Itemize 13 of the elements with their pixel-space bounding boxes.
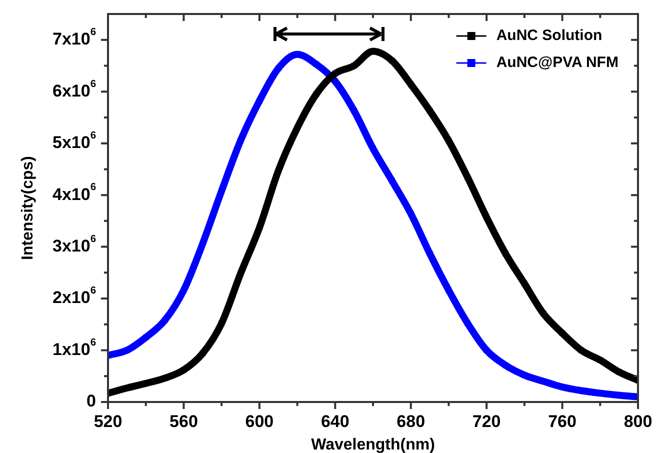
x-tick-label: 680	[396, 412, 426, 432]
x-tick-label: 800	[624, 412, 652, 432]
legend-label: AuNC Solution	[496, 27, 602, 44]
x-tick-label: 640	[320, 412, 350, 432]
y-axis-title: Intensity(cps)	[19, 156, 36, 260]
x-tick-label: 760	[548, 412, 576, 432]
y-tick-label: 0	[86, 392, 96, 411]
x-tick-label: 600	[245, 412, 274, 432]
x-axis-title: Wavelength(nm)	[311, 436, 435, 453]
x-tick-label: 560	[170, 412, 198, 432]
x-tick-label: 720	[472, 412, 501, 432]
x-tick-label: 520	[94, 412, 122, 432]
legend-label: AuNC@PVA NFM	[496, 54, 618, 72]
